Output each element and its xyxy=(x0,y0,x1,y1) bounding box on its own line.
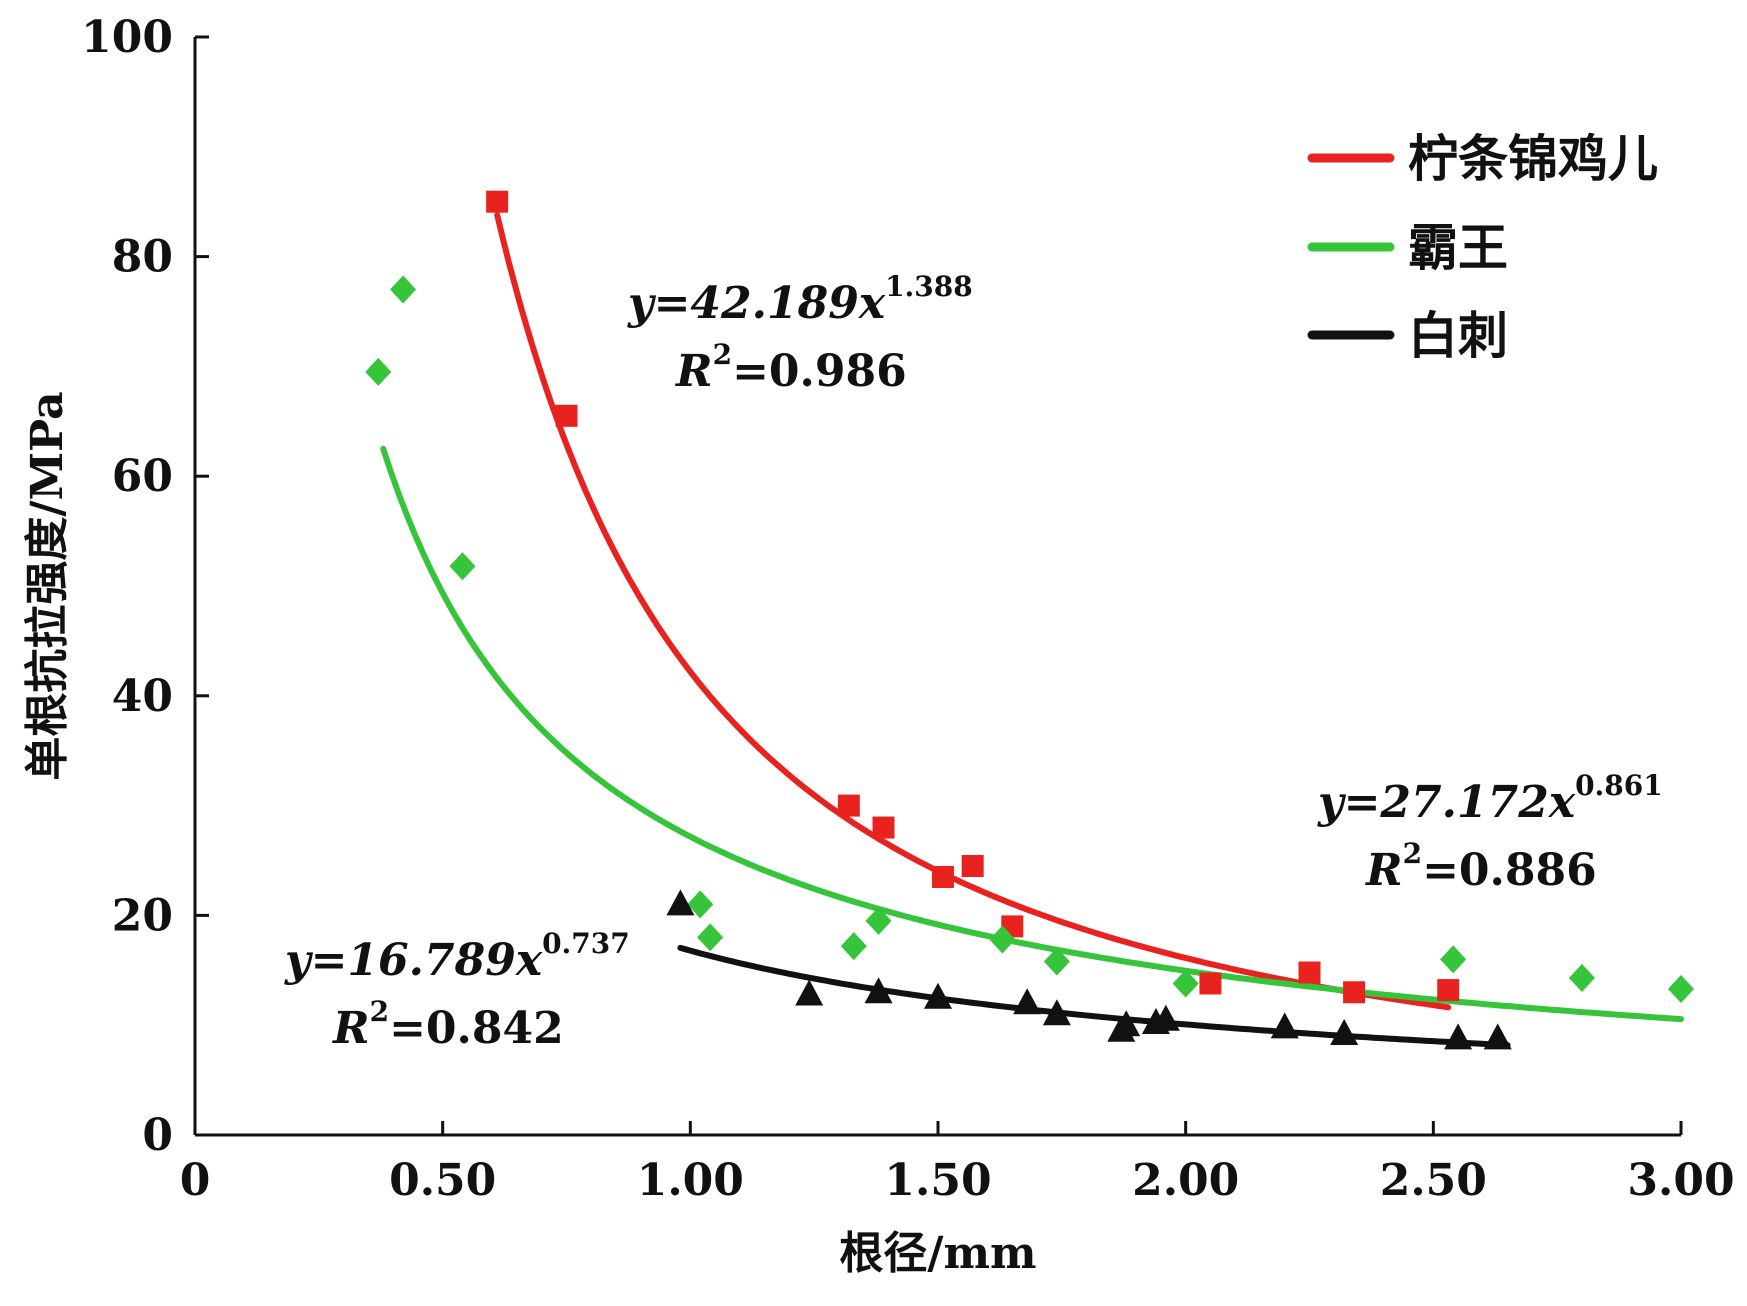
data-point-triangle xyxy=(1270,1012,1299,1039)
data-point-square xyxy=(486,190,509,213)
r-squared-sup: 2 xyxy=(1403,837,1422,870)
fit-equation-exponent: 0.737 xyxy=(542,927,630,960)
data-point-square xyxy=(837,794,860,817)
fit-equation-1: y=27.172x0.861 xyxy=(1317,769,1663,828)
fit-curve-2 xyxy=(677,944,1511,1049)
r-squared-sup: 2 xyxy=(370,995,389,1028)
data-point-diamond xyxy=(1172,969,1199,998)
data-point-square xyxy=(872,816,895,839)
x-tick-label: 2.50 xyxy=(1380,1155,1487,1206)
data-point-diamond xyxy=(390,275,417,304)
x-tick-label: 0 xyxy=(180,1155,211,1206)
data-point-square xyxy=(1298,961,1321,984)
fit-equation-lhs: y=27.172x xyxy=(1317,777,1576,828)
data-point-diamond xyxy=(840,932,867,961)
data-point-triangle xyxy=(1042,999,1071,1026)
fit-equation-lhs: y=16.789x xyxy=(284,935,543,986)
fit-equation-2: y=16.789x0.737 xyxy=(284,927,630,986)
r-squared-sup: 2 xyxy=(713,338,732,371)
data-point-triangle xyxy=(666,889,695,916)
y-tick-label: 20 xyxy=(112,890,173,941)
data-point-diamond xyxy=(365,357,392,386)
y-axis-title: 单根抗拉强度/MPa xyxy=(22,391,73,780)
data-point-triangle xyxy=(1483,1023,1512,1050)
y-tick-label: 60 xyxy=(112,451,173,502)
data-point-diamond xyxy=(1668,974,1694,1003)
data-point-triangle xyxy=(1151,1004,1180,1031)
y-tick-label: 0 xyxy=(142,1110,173,1161)
data-point-square xyxy=(555,404,578,427)
data-point-diamond xyxy=(865,906,892,935)
x-tick-label: 1.50 xyxy=(884,1155,991,1206)
fit-equation-exponent: 0.861 xyxy=(1575,769,1663,802)
legend-label-2: 白刺 xyxy=(1408,306,1508,365)
r-squared-prefix: R xyxy=(1364,845,1403,896)
fit-equation-exponent: 1.388 xyxy=(885,270,973,303)
legend-label-0: 柠条锦鸡儿 xyxy=(1408,129,1658,188)
data-point-triangle xyxy=(1330,1018,1359,1045)
data-point-triangle xyxy=(1444,1023,1473,1050)
data-point-diamond xyxy=(687,890,714,919)
axes: 0 0.50 1.00 1.50 2.00 2.50 3.00 0 20 40 60 80 100 根径/… xyxy=(22,12,1735,1279)
fit-equations: y=42.189x1.388R2=0.986y=27.172x0.861R2=0… xyxy=(284,270,1663,1054)
x-tick-label: 1.00 xyxy=(637,1155,744,1206)
r-squared-1: R2=0.886 xyxy=(1364,837,1597,896)
x-tick-label: 3.00 xyxy=(1627,1155,1734,1206)
r-squared-prefix: R xyxy=(674,346,713,397)
r-squared-prefix: R xyxy=(331,1003,370,1054)
data-point-diamond xyxy=(1440,945,1467,974)
y-tick-label: 40 xyxy=(112,671,173,722)
x-tick-label: 2.00 xyxy=(1132,1155,1239,1206)
data-point-triangle xyxy=(864,977,893,1004)
plot-area xyxy=(365,190,1694,1050)
data-point-square xyxy=(1437,979,1460,1002)
r-squared-value: =0.842 xyxy=(389,1003,564,1054)
data-point-diamond xyxy=(989,925,1016,954)
data-point-triangle xyxy=(1013,988,1042,1015)
data-point-triangle xyxy=(795,979,824,1006)
data-point-diamond xyxy=(697,923,724,952)
r-squared-value: =0.886 xyxy=(1422,845,1597,896)
data-point-diamond xyxy=(449,552,476,581)
data-point-diamond xyxy=(1568,963,1595,992)
r-squared-2: R2=0.842 xyxy=(331,995,564,1054)
fit-equation-lhs: y=42.189x xyxy=(627,278,886,329)
x-tick-label: 0.50 xyxy=(389,1155,496,1206)
data-point-diamond xyxy=(1043,947,1070,976)
fit-equation-0: y=42.189x1.388 xyxy=(627,270,973,329)
y-tick-label: 100 xyxy=(81,12,173,63)
r-squared-value: =0.986 xyxy=(732,346,907,397)
data-point-triangle xyxy=(924,982,952,1009)
data-point-square xyxy=(1343,981,1366,1004)
data-point-square xyxy=(961,854,984,877)
legend-label-1: 霸王 xyxy=(1408,218,1508,277)
x-axis-title: 根径/mm xyxy=(839,1228,1036,1279)
data-point-square xyxy=(1199,972,1222,995)
data-point-triangle xyxy=(1112,1010,1141,1037)
r-squared-0: R2=0.986 xyxy=(674,338,907,397)
data-point-square xyxy=(931,865,954,888)
fit-curve-0 xyxy=(494,212,1452,1011)
y-tick-label: 80 xyxy=(112,232,173,283)
fit-curve-1 xyxy=(380,445,1684,1023)
